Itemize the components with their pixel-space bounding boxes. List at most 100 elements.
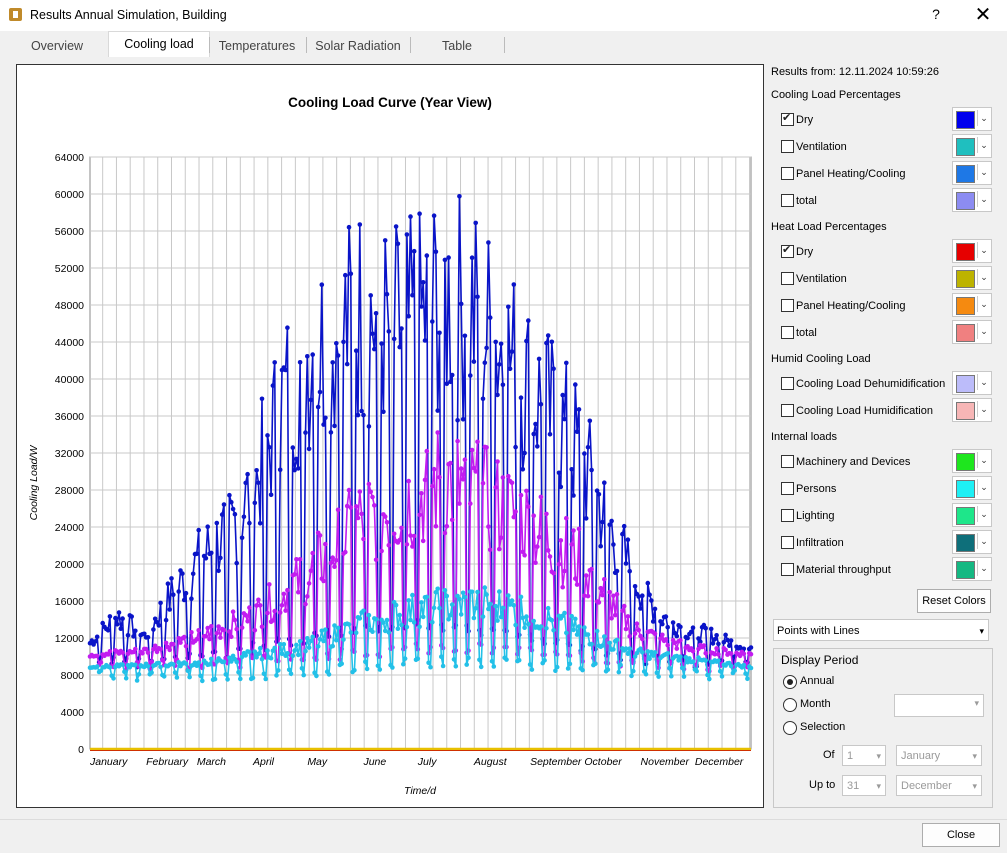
color-picker[interactable]: ⌄ <box>952 107 992 131</box>
tab-overview[interactable]: Overview <box>30 39 84 53</box>
data-point <box>600 643 605 648</box>
data-point <box>473 469 479 474</box>
data-point <box>353 348 359 354</box>
series-checkbox[interactable] <box>781 111 794 126</box>
series-checkbox[interactable] <box>781 243 794 258</box>
data-point <box>650 619 656 624</box>
data-point <box>516 657 522 663</box>
data-point <box>536 356 542 362</box>
tab-cooling-load[interactable]: Cooling load <box>108 31 210 57</box>
upto-month-select[interactable]: December ▾ <box>896 775 982 796</box>
data-point <box>382 628 388 634</box>
data-point <box>140 651 145 656</box>
month-select[interactable]: ▾ <box>894 694 984 717</box>
data-point <box>495 459 500 464</box>
tab-table[interactable]: Table <box>442 39 472 53</box>
radio-selection[interactable] <box>783 721 797 735</box>
data-point <box>214 520 220 526</box>
color-swatch <box>956 138 975 156</box>
data-point <box>286 667 292 673</box>
of-day-select[interactable]: 1 ▾ <box>842 745 886 766</box>
series-checkbox[interactable] <box>781 326 794 339</box>
data-point <box>285 587 290 593</box>
radio-selection-label: Selection <box>800 721 846 733</box>
series-checkbox[interactable] <box>781 404 794 417</box>
color-picker[interactable]: ⌄ <box>952 530 992 554</box>
series-checkbox[interactable] <box>781 299 794 312</box>
color-picker[interactable]: ⌄ <box>952 161 992 185</box>
help-button[interactable]: ? <box>932 6 940 22</box>
close-button[interactable]: Close <box>922 823 1000 847</box>
tab-temperatures[interactable]: Temperatures <box>218 39 296 53</box>
series-checkbox[interactable] <box>781 482 794 495</box>
series-checkbox[interactable] <box>781 194 794 207</box>
data-point <box>627 646 632 651</box>
upto-day-select[interactable]: 31 ▾ <box>842 775 886 796</box>
color-picker[interactable]: ⌄ <box>952 134 992 158</box>
series-checkbox[interactable] <box>781 377 794 390</box>
color-picker[interactable]: ⌄ <box>952 398 992 422</box>
x-tick-label: August <box>473 756 508 768</box>
y-axis-label: Cooling Load/W <box>28 445 40 521</box>
data-point <box>267 445 272 450</box>
series-checkbox[interactable] <box>781 167 794 180</box>
color-picker[interactable]: ⌄ <box>952 557 992 581</box>
color-picker[interactable]: ⌄ <box>952 449 992 473</box>
data-point <box>419 600 424 605</box>
data-point <box>562 568 567 574</box>
series-checkbox[interactable] <box>781 455 794 468</box>
data-point <box>732 668 737 673</box>
data-point <box>582 593 587 598</box>
tab-solar-radiation[interactable]: Solar Radiation <box>315 39 401 53</box>
data-point <box>404 232 410 237</box>
data-point <box>335 353 341 358</box>
data-point <box>171 592 176 597</box>
color-picker[interactable]: ⌄ <box>952 320 992 344</box>
color-picker[interactable]: ⌄ <box>952 266 992 290</box>
radio-month[interactable] <box>783 698 797 712</box>
chevron-down-icon: ▾ <box>974 698 979 708</box>
color-picker[interactable]: ⌄ <box>952 476 992 500</box>
data-point <box>410 292 415 298</box>
color-picker[interactable]: ⌄ <box>952 371 992 395</box>
color-picker[interactable]: ⌄ <box>952 239 992 263</box>
reset-colors-button[interactable]: Reset Colors <box>917 589 991 613</box>
of-label: Of <box>823 749 835 761</box>
of-month-select[interactable]: January ▾ <box>896 745 982 766</box>
data-point <box>462 457 468 463</box>
plot-style-select[interactable]: Points with Lines ▾ <box>773 619 989 641</box>
radio-annual[interactable] <box>783 675 797 689</box>
color-picker[interactable]: ⌄ <box>952 293 992 317</box>
color-picker[interactable]: ⌄ <box>952 503 992 527</box>
data-point <box>288 671 294 676</box>
data-point <box>279 603 285 608</box>
data-point <box>245 619 250 624</box>
data-point <box>457 501 462 506</box>
data-point <box>276 668 281 673</box>
series-checkbox[interactable] <box>781 272 794 285</box>
close-window-button[interactable]: ✕ <box>974 4 992 26</box>
color-picker[interactable]: ⌄ <box>952 188 992 212</box>
data-point <box>674 633 680 639</box>
series-checkbox-label: Ventilation <box>796 141 847 153</box>
data-point <box>353 504 359 509</box>
series-checkbox[interactable] <box>781 509 794 522</box>
data-point <box>475 589 480 595</box>
series-checkbox[interactable] <box>781 536 794 549</box>
data-point <box>290 445 296 450</box>
series-checkbox[interactable] <box>781 140 794 153</box>
data-point <box>158 664 163 670</box>
data-point <box>285 325 290 331</box>
data-point <box>518 594 524 600</box>
y-tick-label: 20000 <box>55 559 84 571</box>
data-point <box>417 211 422 216</box>
data-point <box>346 622 352 627</box>
data-point <box>194 636 200 642</box>
y-tick-label: 24000 <box>55 522 84 534</box>
series-checkbox[interactable] <box>781 563 794 576</box>
data-point <box>366 424 372 429</box>
data-point <box>703 651 708 656</box>
plot-style-value: Points with Lines <box>777 625 860 637</box>
data-point <box>701 643 707 648</box>
data-point <box>424 253 430 258</box>
